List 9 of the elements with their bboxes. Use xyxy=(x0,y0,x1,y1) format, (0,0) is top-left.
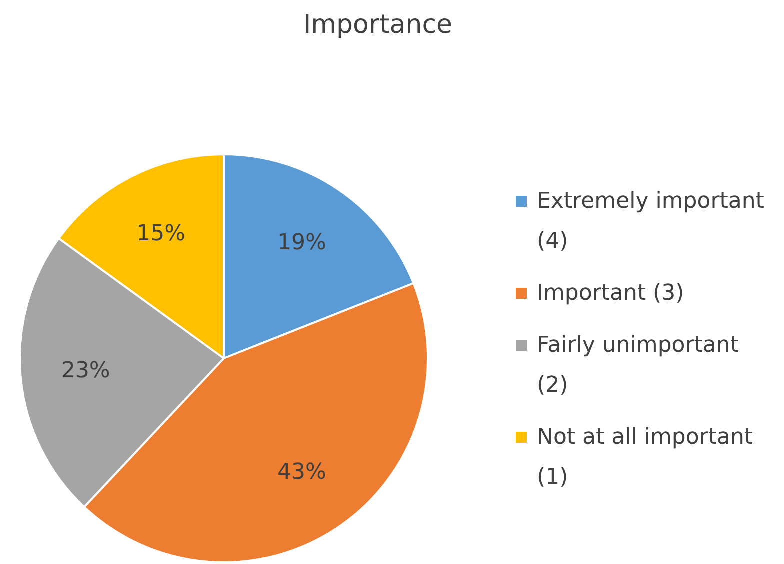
chart-title: Importance xyxy=(302,10,454,40)
data-label: 15% xyxy=(136,222,186,247)
data-label: 43% xyxy=(278,460,326,485)
data-label: 19% xyxy=(278,230,326,256)
data-label: 23% xyxy=(61,358,110,384)
legend-label: Fairly unimportant (2) xyxy=(537,332,740,400)
legend-label: Extremely important (4) xyxy=(537,188,766,256)
legend-label: Not at all important (1) xyxy=(537,424,754,492)
legend-label: Important (3) xyxy=(537,280,684,308)
